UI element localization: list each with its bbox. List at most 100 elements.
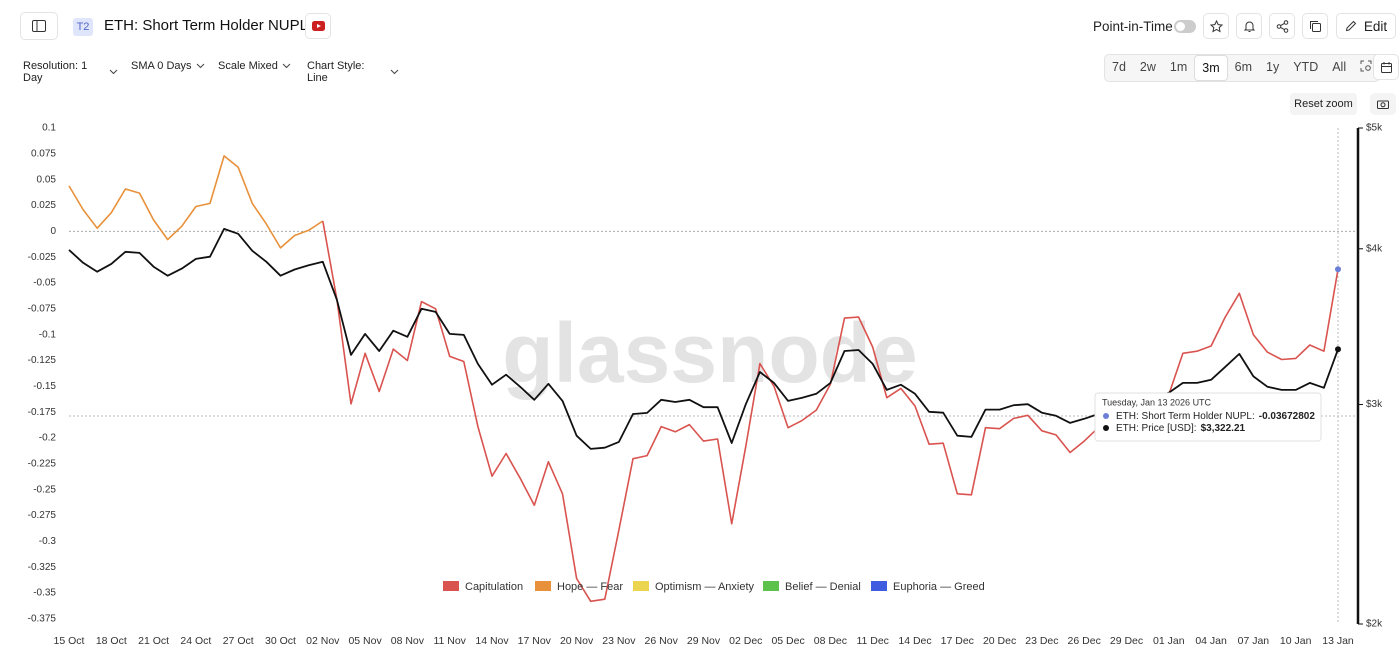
range-button[interactable]: YTD bbox=[1293, 60, 1319, 74]
sidebar-toggle[interactable] bbox=[20, 12, 58, 40]
copy-icon bbox=[1309, 20, 1321, 32]
range-selector: 7d 2w 1m 3m 6m 1y YTD All bbox=[1104, 54, 1381, 82]
dropdown[interactable]: Chart Style: Line bbox=[307, 60, 399, 84]
tooltip-title: Tuesday, Jan 13 2026 UTC bbox=[1102, 397, 1212, 407]
tooltip-line: ETH: Price [USD]: $3,322.21 bbox=[1116, 423, 1246, 434]
chevron-path bbox=[390, 69, 399, 75]
legend-swatch bbox=[633, 581, 649, 591]
edit-button[interactable]: Edit bbox=[1336, 13, 1396, 39]
x-tick-label: 27 Oct bbox=[223, 635, 254, 647]
video-icon bbox=[311, 21, 325, 31]
y-tick-label: -0.275 bbox=[28, 510, 57, 521]
x-tick-label: 02 Nov bbox=[306, 635, 340, 647]
y-tick-label: -0.2 bbox=[39, 433, 57, 444]
x-tick-label: 17 Dec bbox=[941, 635, 974, 647]
x-tick-label: 29 Nov bbox=[687, 635, 721, 647]
x-tick-label: 13 Jan bbox=[1322, 635, 1354, 647]
range-button[interactable]: 1m bbox=[1169, 60, 1188, 74]
calendar-button[interactable] bbox=[1373, 54, 1399, 80]
range-button[interactable]: 2w bbox=[1139, 60, 1156, 74]
dropdown-label: SMA 0 Days bbox=[131, 60, 192, 72]
y2-tick-label: $2k bbox=[1366, 619, 1383, 630]
star-button[interactable] bbox=[1203, 13, 1229, 39]
edit-icon bbox=[1345, 20, 1357, 32]
dropdown-label: Resolution: 1 Day bbox=[23, 60, 88, 84]
y-tick-label: 0.025 bbox=[31, 200, 56, 211]
tooltip: Tuesday, Jan 13 2026 UTC ETH: Short Term… bbox=[1094, 392, 1322, 442]
tooltip-value: -0.03672802 bbox=[1259, 411, 1316, 422]
x-tick-label: 01 Jan bbox=[1153, 635, 1185, 647]
legend-swatch bbox=[763, 581, 779, 591]
x-tick-label: 05 Dec bbox=[771, 635, 804, 647]
zoom-icon bbox=[1360, 60, 1372, 72]
zoom-select[interactable] bbox=[1353, 55, 1379, 81]
tooltip-label: ETH: Short Term Holder NUPL: bbox=[1116, 411, 1255, 422]
alert-button[interactable] bbox=[1236, 13, 1262, 39]
chevron-path bbox=[282, 63, 291, 69]
calendar-icon bbox=[1380, 61, 1392, 73]
y-tick-label: 0.1 bbox=[42, 123, 56, 134]
legend-label: Belief — Denial bbox=[785, 581, 861, 593]
end-marker bbox=[1335, 266, 1341, 273]
x-tick-label: 14 Nov bbox=[475, 635, 509, 647]
copy-button[interactable] bbox=[1302, 13, 1328, 39]
range-button[interactable]: 1y bbox=[1266, 60, 1280, 74]
x-tick-label: 26 Nov bbox=[645, 635, 679, 647]
y-tick-label: 0.075 bbox=[31, 148, 56, 159]
range-button[interactable]: 6m bbox=[1234, 60, 1253, 74]
x-tick-label: 07 Jan bbox=[1238, 635, 1270, 647]
y-tick-label: 0 bbox=[50, 226, 56, 237]
edit-label: Edit bbox=[1363, 18, 1388, 34]
y-tick-label: -0.15 bbox=[33, 381, 56, 392]
screenshot-button[interactable] bbox=[1370, 93, 1396, 115]
tier-badge: T2 bbox=[73, 18, 93, 36]
point-in-time-label: Point-in-Time bbox=[1093, 19, 1173, 34]
zoom-path bbox=[1360, 60, 1372, 72]
x-tick-label: 29 Dec bbox=[1110, 635, 1143, 647]
share-button[interactable] bbox=[1269, 13, 1295, 39]
point-in-time-toggle[interactable] bbox=[1174, 20, 1196, 33]
x-tick-label: 24 Oct bbox=[180, 635, 211, 647]
legend-label: Capitulation bbox=[465, 581, 523, 593]
y-tick-label: -0.325 bbox=[28, 562, 57, 573]
x-tick-label: 08 Dec bbox=[814, 635, 847, 647]
bell-icon bbox=[1243, 21, 1255, 32]
x-tick-label: 23 Dec bbox=[1025, 635, 1058, 647]
tooltip-dot bbox=[1103, 413, 1109, 419]
share-icon bbox=[1276, 19, 1288, 33]
dropdown[interactable]: Scale Mixed bbox=[218, 60, 296, 72]
y-tick-label: -0.175 bbox=[28, 407, 57, 418]
x-tick-label: 30 Oct bbox=[265, 635, 296, 647]
reset-zoom[interactable]: Reset zoom bbox=[1290, 93, 1357, 115]
y-tick-label: -0.3 bbox=[39, 536, 57, 547]
y-tick-label: -0.1 bbox=[39, 329, 57, 340]
page-title: ETH: Short Term Holder NUPL bbox=[104, 17, 308, 34]
legend-label: Hope — Fear bbox=[557, 581, 623, 593]
y-tick-label: -0.35 bbox=[33, 588, 56, 599]
chevron bbox=[390, 69, 399, 75]
dropdown[interactable]: SMA 0 Days bbox=[131, 60, 206, 72]
series-line bbox=[68, 155, 324, 249]
watermark: glassnode bbox=[502, 306, 917, 400]
x-tick-label: 20 Nov bbox=[560, 635, 594, 647]
y2-tick-label: $3k bbox=[1366, 399, 1383, 410]
star-icon bbox=[1209, 19, 1223, 32]
dropdown[interactable]: Resolution: 1 Day bbox=[23, 60, 118, 84]
x-tick-label: 15 Oct bbox=[54, 635, 85, 647]
x-tick-label: 21 Oct bbox=[138, 635, 169, 647]
y-tick-label: -0.25 bbox=[33, 484, 56, 495]
x-tick-label: 10 Jan bbox=[1280, 635, 1312, 647]
x-tick-label: 02 Dec bbox=[729, 635, 762, 647]
video-button[interactable] bbox=[305, 13, 331, 39]
x-tick-label: 23 Nov bbox=[602, 635, 636, 647]
end-marker bbox=[1335, 346, 1341, 353]
range-button[interactable]: 3m bbox=[1194, 55, 1228, 81]
x-tick-label: 04 Jan bbox=[1195, 635, 1227, 647]
y2-tick-label: $4k bbox=[1366, 243, 1383, 254]
range-button[interactable]: All bbox=[1332, 60, 1347, 74]
y-tick-label: -0.075 bbox=[28, 303, 57, 314]
y-tick-label: -0.05 bbox=[33, 278, 56, 289]
legend-swatch bbox=[535, 581, 551, 591]
range-button[interactable]: 7d bbox=[1112, 60, 1126, 74]
